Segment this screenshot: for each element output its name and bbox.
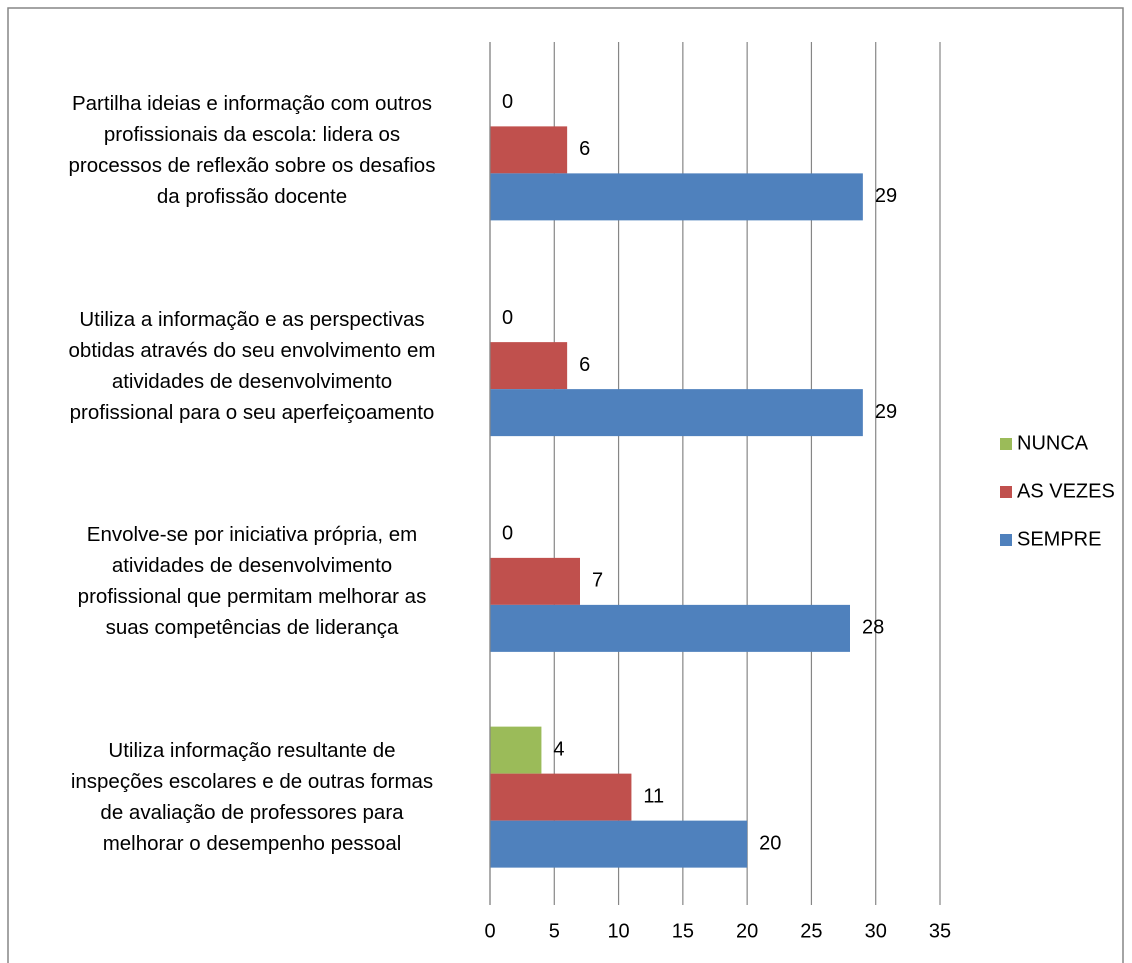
legend-label: AS VEZES [1017, 480, 1115, 502]
data-label: 29 [875, 401, 897, 423]
data-label: 0 [502, 91, 513, 113]
y-tick-label: Utiliza informação resultante de inspeçõ… [70, 739, 434, 856]
bar [490, 173, 863, 221]
legend-label: SEMPRE [1017, 528, 1101, 550]
x-tick-label: 20 [736, 920, 758, 942]
bar [490, 726, 542, 774]
bar [490, 342, 568, 390]
data-label: 6 [579, 138, 590, 160]
legend-label: NUNCA [1017, 432, 1089, 454]
data-label: 28 [862, 617, 884, 639]
bar [490, 126, 568, 174]
x-tick-label: 15 [672, 920, 694, 942]
legend-swatch [1000, 486, 1012, 498]
data-label: 29 [875, 185, 897, 207]
data-label: 20 [759, 832, 781, 854]
data-label: 7 [592, 570, 603, 592]
x-tick-label: 10 [607, 920, 629, 942]
bar [490, 604, 850, 652]
x-tick-label: 5 [549, 920, 560, 942]
y-tick-label: Envolve-se por iniciativa própria, em at… [77, 523, 427, 640]
x-tick-label: 30 [865, 920, 887, 942]
data-label: 4 [553, 738, 564, 760]
data-label: 11 [643, 785, 664, 807]
y-tick-label: Partilha ideias e informação com outros … [68, 91, 436, 208]
legend-swatch [1000, 438, 1012, 450]
legend-swatch [1000, 534, 1012, 546]
y-tick-label: Utiliza a informação e as perspectivas o… [68, 307, 436, 424]
bar [490, 773, 632, 821]
x-tick-label: 25 [800, 920, 822, 942]
chart-border [7, 7, 1124, 963]
data-label: 6 [579, 354, 590, 376]
bar [490, 820, 748, 868]
data-label: 0 [502, 523, 513, 545]
bar [490, 389, 863, 437]
bar [490, 557, 580, 605]
x-tick-label: 35 [929, 920, 951, 942]
data-label: 0 [502, 307, 513, 329]
x-tick-label: 0 [484, 920, 495, 942]
